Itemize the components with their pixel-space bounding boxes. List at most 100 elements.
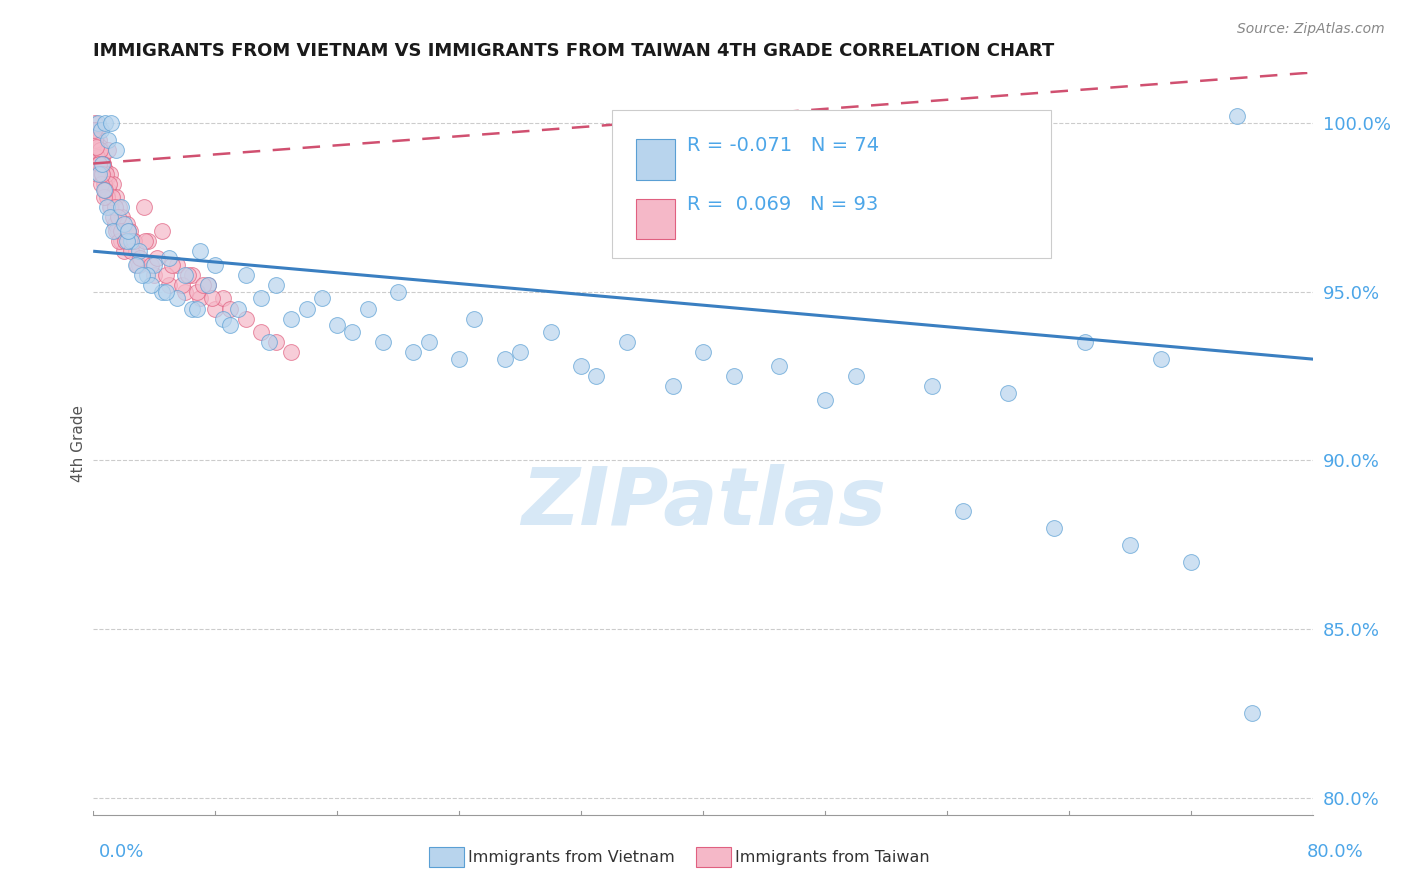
Point [89, 139, 111, 153]
Point [100, 116, 122, 130]
Point [921, 379, 943, 393]
Point [83, 122, 105, 136]
Point [494, 352, 516, 367]
Point [280, 345, 302, 359]
Point [692, 345, 714, 359]
Point [371, 335, 394, 350]
Point [97, 184, 120, 198]
Point [91, 156, 114, 170]
Point [110, 224, 132, 238]
Point [103, 211, 125, 225]
Point [86, 122, 108, 136]
Point [128, 244, 150, 259]
Point [1226, 109, 1249, 123]
Point [211, 292, 233, 306]
Point [103, 217, 125, 231]
Point [191, 277, 214, 292]
Point [661, 379, 683, 393]
Point [91, 156, 114, 170]
Point [125, 244, 148, 259]
Point [124, 234, 146, 248]
Point [387, 285, 409, 299]
Point [402, 345, 425, 359]
Text: Immigrants from Taiwan: Immigrants from Taiwan [735, 850, 929, 864]
Point [235, 311, 257, 326]
Point [814, 392, 837, 407]
Point [250, 292, 273, 306]
Point [197, 277, 219, 292]
Point [155, 268, 177, 282]
Point [97, 177, 120, 191]
Point [150, 285, 173, 299]
Point [177, 268, 200, 282]
Point [326, 318, 349, 333]
Point [295, 301, 318, 316]
Point [311, 292, 333, 306]
Point [1180, 555, 1202, 569]
Point [143, 258, 166, 272]
Point [86, 150, 108, 164]
Text: Immigrants from Vietnam: Immigrants from Vietnam [468, 850, 675, 864]
Point [155, 285, 177, 299]
Point [94, 184, 117, 198]
Point [1043, 521, 1066, 535]
Point [845, 369, 868, 384]
Point [112, 244, 135, 259]
Point [93, 173, 115, 187]
Point [120, 244, 142, 259]
Point [84, 133, 107, 147]
Point [110, 234, 132, 248]
Point [173, 285, 195, 299]
Point [111, 211, 134, 225]
Point [101, 224, 124, 238]
Point [87, 156, 110, 170]
Point [115, 234, 138, 248]
Point [107, 211, 129, 225]
Point [226, 301, 249, 316]
Point [159, 251, 181, 265]
Point [112, 217, 135, 231]
Point [188, 292, 211, 306]
Point [91, 167, 114, 181]
Point [97, 133, 120, 147]
Point [83, 122, 105, 136]
Point [463, 311, 485, 326]
Point [127, 258, 149, 272]
Point [89, 150, 111, 164]
Point [449, 352, 471, 367]
Point [132, 200, 155, 214]
FancyBboxPatch shape [612, 110, 1050, 258]
Point [104, 200, 127, 214]
Point [1241, 706, 1264, 721]
Text: IMMIGRANTS FROM VIETNAM VS IMMIGRANTS FROM TAIWAN 4TH GRADE CORRELATION CHART: IMMIGRANTS FROM VIETNAM VS IMMIGRANTS FR… [93, 42, 1054, 60]
Point [93, 184, 115, 198]
Point [90, 122, 112, 136]
Point [997, 385, 1019, 400]
Point [342, 325, 364, 339]
Point [121, 234, 143, 248]
Point [135, 268, 157, 282]
Text: Source: ZipAtlas.com: Source: ZipAtlas.com [1237, 22, 1385, 37]
Point [219, 318, 242, 333]
Bar [636, 139, 675, 180]
Point [569, 359, 592, 373]
Point [418, 335, 440, 350]
Point [188, 244, 211, 259]
Point [616, 335, 638, 350]
Point [197, 277, 219, 292]
Point [143, 268, 166, 282]
Text: 0.0%: 0.0% [98, 843, 143, 861]
Point [150, 224, 173, 238]
Point [186, 301, 208, 316]
Point [87, 116, 110, 130]
Point [108, 200, 131, 214]
Point [98, 211, 121, 225]
Point [1073, 335, 1095, 350]
Point [162, 258, 184, 272]
Point [509, 345, 531, 359]
Point [125, 258, 148, 272]
Point [952, 504, 974, 518]
Point [89, 167, 111, 181]
Point [110, 200, 132, 214]
Text: R = -0.071   N = 74: R = -0.071 N = 74 [688, 136, 880, 154]
